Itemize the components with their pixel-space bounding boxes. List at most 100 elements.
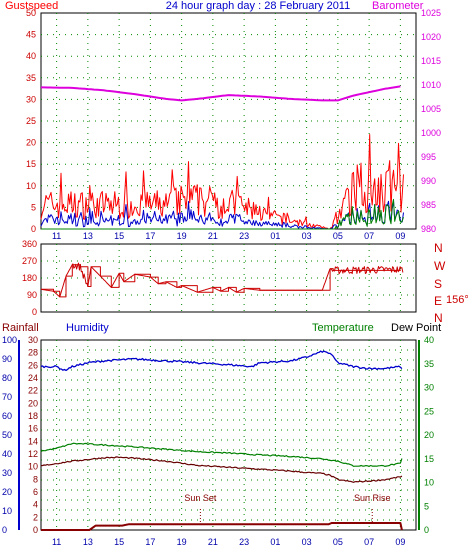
- wind-y-tick-10: 50: [26, 8, 36, 18]
- dir-y-tick-3: 270: [22, 256, 37, 266]
- wind-y-tick-2: 10: [26, 181, 36, 191]
- temp-y-tick-5: 25: [424, 406, 434, 416]
- compass-w: W: [434, 259, 446, 273]
- x-tick-humidity-3: 17: [145, 537, 155, 547]
- dir-y-tick-1: 90: [27, 290, 37, 300]
- sunset-label: Sun Set: [184, 493, 217, 503]
- rain-y-tick-1: 2: [33, 512, 38, 522]
- humidity-y-tick-4: 40: [2, 449, 12, 459]
- rain-y-tick-11: 22: [28, 386, 38, 396]
- dir-y-tick-4: 360: [22, 239, 37, 249]
- rain-y-tick-8: 16: [28, 424, 38, 434]
- compass-e: E: [434, 294, 442, 308]
- baro-y-tick-1: 985: [421, 200, 436, 210]
- x-tick-humidity-2: 15: [114, 537, 124, 547]
- humidity-y-tick-2: 20: [2, 487, 12, 497]
- x-tick-humidity-4: 19: [177, 537, 187, 547]
- grid-layer: [41, 13, 416, 530]
- x-tick-humidity-10: 07: [364, 537, 374, 547]
- x-tick-wind-2: 15: [114, 231, 124, 241]
- rainfall-line: [41, 522, 403, 531]
- baro-y-tick-6: 1010: [421, 80, 441, 90]
- humidity-label: Humidity: [66, 322, 109, 334]
- baro-y-tick-8: 1020: [421, 32, 441, 42]
- rain-y-tick-6: 12: [28, 449, 38, 459]
- humidity-y-tick-10: 100: [2, 335, 17, 345]
- baro-y-tick-7: 1015: [421, 56, 441, 66]
- humidity-y-tick-0: 0: [2, 525, 7, 535]
- x-tick-humidity-8: 03: [302, 537, 312, 547]
- x-tick-humidity-9: 05: [333, 537, 343, 547]
- x-tick-wind-5: 21: [208, 231, 218, 241]
- wind-y-tick-8: 40: [26, 51, 36, 61]
- rain-y-tick-3: 6: [33, 487, 38, 497]
- baro-y-tick-5: 1005: [421, 104, 441, 114]
- rain-y-tick-0: 0: [33, 525, 38, 535]
- dir-y-tick-2: 180: [22, 273, 37, 283]
- humidity-y-tick-6: 60: [2, 411, 12, 421]
- humidity-y-tick-5: 50: [2, 430, 12, 440]
- temp-y-tick-2: 10: [424, 478, 434, 488]
- dir-y-tick-0: 0: [32, 307, 37, 317]
- wind-speed-line: [40, 200, 404, 230]
- wind-y-tick-6: 30: [26, 94, 36, 104]
- average-speed-line: [41, 198, 404, 230]
- humidity-y-tick-9: 90: [2, 354, 12, 364]
- x-tick-humidity-6: 23: [239, 537, 249, 547]
- x-tick-wind-0: 11: [52, 231, 61, 241]
- x-tick-wind-7: 01: [270, 231, 280, 241]
- baro-y-tick-2: 990: [421, 176, 436, 186]
- rain-y-tick-7: 14: [28, 436, 38, 446]
- current-direction: 156°: [446, 294, 468, 306]
- temp-y-tick-8: 40: [424, 335, 434, 345]
- temp-y-tick-6: 30: [424, 383, 434, 393]
- wind-direction-line: [40, 262, 404, 298]
- dewpoint-line: [40, 456, 403, 483]
- temp-y-tick-4: 20: [424, 430, 434, 440]
- baro-y-tick-9: 1025: [421, 8, 441, 18]
- x-tick-wind-9: 05: [333, 231, 343, 241]
- rain-y-tick-12: 24: [28, 373, 38, 383]
- baro-y-tick-3: 995: [421, 152, 436, 162]
- temp-y-tick-0: 0: [424, 525, 429, 535]
- wind-y-tick-4: 20: [26, 138, 36, 148]
- baro-y-tick-4: 1000: [421, 128, 441, 138]
- wind-y-tick-7: 35: [26, 73, 36, 83]
- rain-y-tick-2: 4: [33, 500, 38, 510]
- rain-y-tick-10: 20: [28, 398, 38, 408]
- humidity-y-tick-7: 70: [2, 392, 12, 402]
- rain-y-tick-4: 8: [33, 474, 38, 484]
- humidity-panel-frame: [40, 339, 417, 531]
- rain-y-tick-15: 30: [28, 335, 38, 345]
- baro-y-tick-0: 980: [421, 224, 436, 234]
- barometer-line: [41, 85, 401, 102]
- wind-y-tick-0: 0: [31, 224, 36, 234]
- graph-title: 24 hour graph day : 28 February 2011: [166, 0, 350, 12]
- x-tick-wind-8: 03: [302, 231, 312, 241]
- wind-y-tick-9: 45: [26, 30, 36, 40]
- humidity-y-tick-3: 30: [2, 468, 12, 478]
- compass-s: S: [434, 277, 442, 291]
- compass-n-bottom: N: [434, 311, 443, 325]
- x-tick-humidity-0: 11: [52, 537, 61, 547]
- temp-y-tick-7: 35: [424, 359, 434, 369]
- x-tick-wind-11: 09: [395, 231, 405, 241]
- x-tick-wind-10: 07: [364, 231, 374, 241]
- temp-y-tick-3: 15: [424, 454, 434, 464]
- temperature-label: Temperature: [312, 322, 374, 334]
- humidity-y-tick-1: 10: [2, 506, 12, 516]
- wind-y-tick-3: 15: [26, 159, 36, 169]
- temperature-line: [40, 442, 403, 467]
- x-tick-humidity-11: 09: [395, 537, 405, 547]
- x-tick-humidity-1: 13: [83, 537, 93, 547]
- sunrise-label: Sun Rise: [354, 493, 391, 503]
- x-tick-humidity-7: 01: [270, 537, 280, 547]
- humidity-y-tick-8: 80: [2, 373, 12, 383]
- wind-y-tick-1: 5: [31, 202, 36, 212]
- temp-y-tick-1: 5: [424, 501, 429, 511]
- humidity-line: [40, 350, 403, 372]
- x-tick-humidity-5: 21: [208, 537, 218, 547]
- series-layer: [40, 85, 404, 531]
- x-tick-wind-6: 23: [239, 231, 249, 241]
